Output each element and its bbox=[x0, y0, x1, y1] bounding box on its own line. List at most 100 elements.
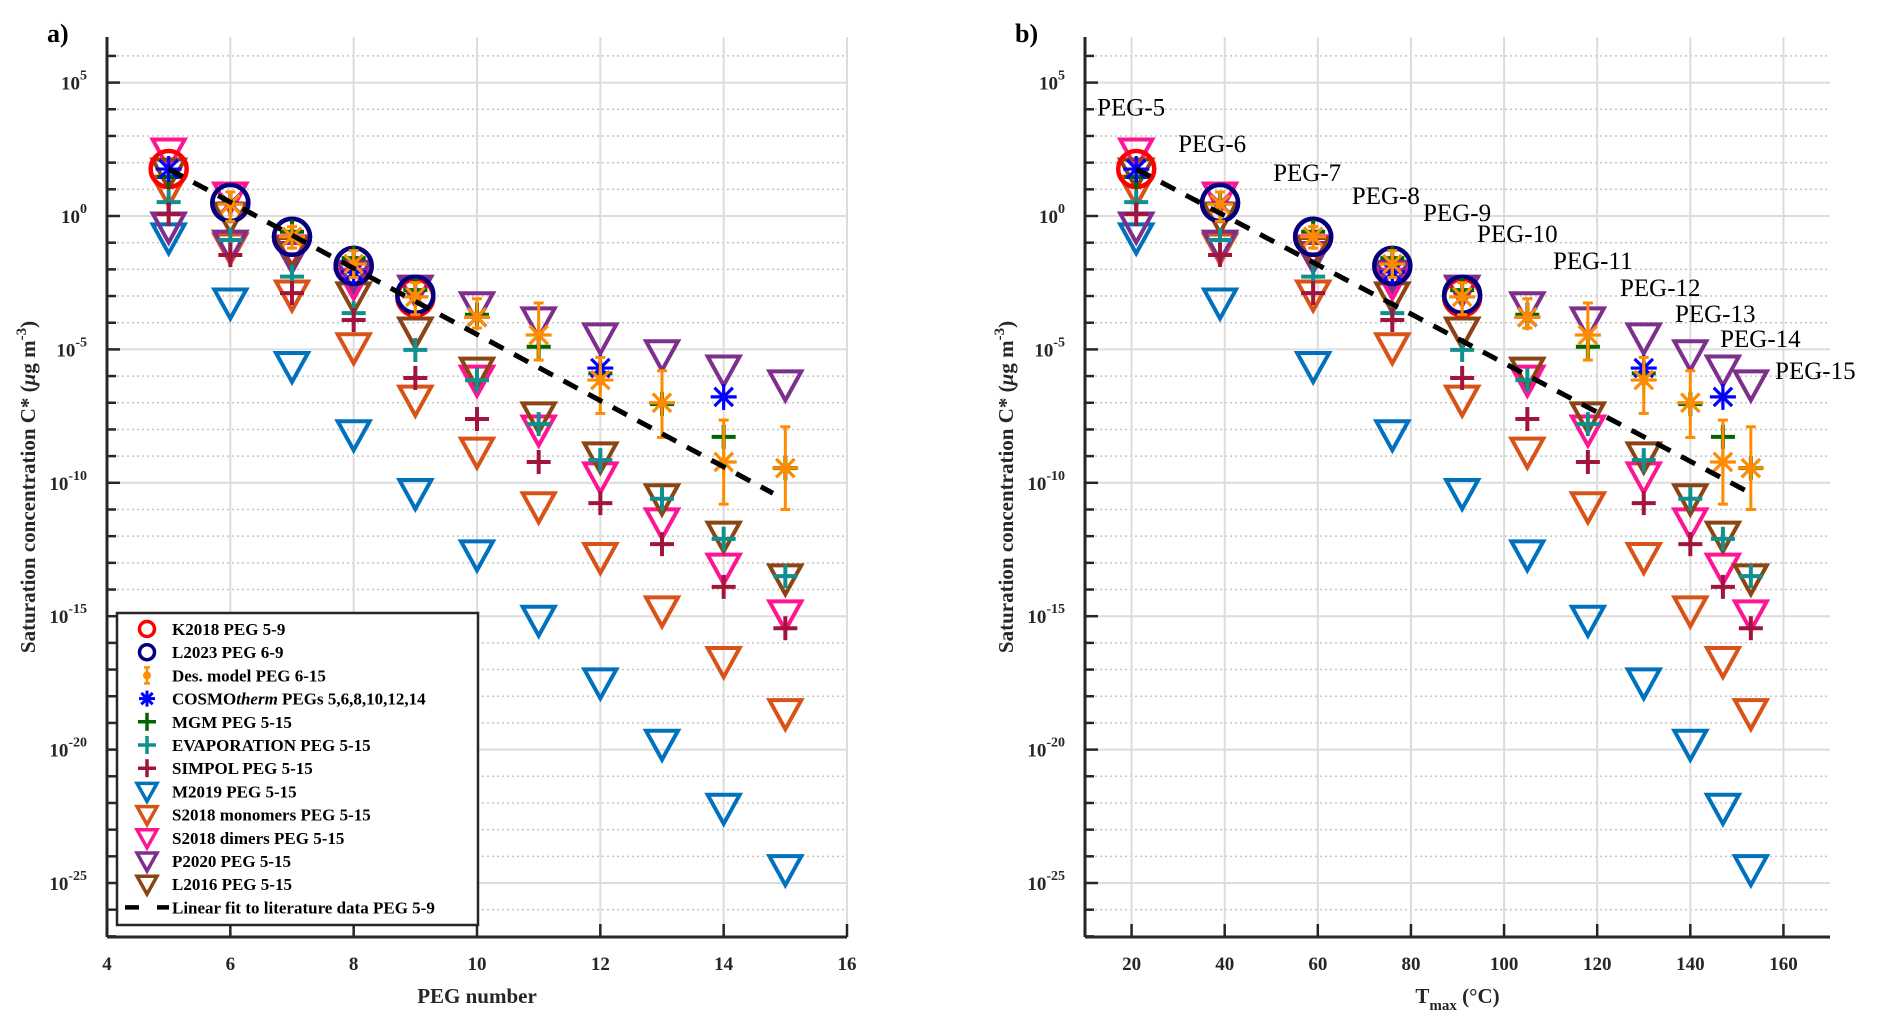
peg-annotation: PEG-7 bbox=[1273, 160, 1341, 187]
asterisk-marker-icon bbox=[140, 691, 154, 706]
data-point bbox=[525, 321, 552, 348]
circle-marker-icon bbox=[137, 642, 157, 662]
data-point bbox=[1703, 646, 1743, 682]
data-point bbox=[704, 354, 744, 390]
data-layer bbox=[1115, 137, 1771, 890]
data-point bbox=[1449, 283, 1476, 310]
data-point bbox=[218, 242, 243, 267]
data-point bbox=[711, 574, 736, 599]
legend-label: MGM PEG 5-15 bbox=[172, 713, 292, 732]
y-tick-exponent: -5 bbox=[1053, 335, 1065, 350]
y-tick-label: 10-5 bbox=[1034, 335, 1065, 361]
triangle-down-marker-icon bbox=[134, 804, 160, 829]
legend-item: M2019 PEG 5-15 bbox=[134, 781, 297, 806]
x-axis-label-main: T bbox=[1415, 984, 1429, 1008]
data-point-arm bbox=[1740, 457, 1762, 479]
data-point bbox=[1678, 486, 1703, 511]
x-tick-label: 160 bbox=[1769, 954, 1798, 975]
y-tick-label: 10-25 bbox=[49, 869, 87, 895]
legend-label: Des. model PEG 6-15 bbox=[172, 666, 326, 685]
data-point-arm bbox=[158, 158, 179, 180]
legend-label: L2023 PEG 6-9 bbox=[172, 643, 283, 662]
data-point bbox=[773, 564, 798, 589]
legend-label: S2018 dimers PEG 5-15 bbox=[172, 829, 344, 848]
data-point bbox=[642, 595, 682, 631]
data-point bbox=[1568, 401, 1608, 437]
data-point bbox=[210, 287, 250, 323]
y-axis-label-main: Saturation concentration C* ( bbox=[16, 385, 40, 653]
data-point bbox=[1507, 436, 1547, 472]
y-axis-label-mu: μ bbox=[994, 374, 1018, 387]
y-tick-base: 10 bbox=[1039, 207, 1058, 228]
data-point bbox=[1731, 854, 1771, 890]
data-point bbox=[334, 419, 374, 455]
peg-annotation: PEG-13 bbox=[1675, 301, 1756, 328]
series-m2019-peg-5-15 bbox=[149, 222, 805, 890]
data-point bbox=[1301, 281, 1326, 306]
data-point bbox=[588, 448, 613, 473]
y-tick-label: 10-20 bbox=[49, 736, 87, 762]
data-point bbox=[526, 412, 551, 437]
data-point bbox=[587, 367, 614, 394]
x-axis-label-unit: (°C) bbox=[1457, 984, 1500, 1008]
data-point bbox=[395, 477, 435, 514]
legend-item: Linear fit to literature data PEG 5-9 bbox=[125, 898, 435, 917]
x-tick-label: 60 bbox=[1308, 954, 1327, 975]
series-m2019-peg-5-15 bbox=[1116, 222, 1771, 890]
data-point bbox=[1710, 526, 1735, 551]
peg-annotation: PEG-10 bbox=[1477, 221, 1558, 248]
data-point bbox=[1293, 350, 1333, 387]
series-cosmotherm-pegs-5-6-8-10-12-14 bbox=[155, 156, 737, 410]
y-tick-label: 100 bbox=[61, 202, 87, 228]
legend-marker bbox=[143, 666, 151, 685]
data-point bbox=[1575, 412, 1600, 437]
data-point bbox=[1631, 491, 1656, 516]
legend-label-part: therm bbox=[236, 690, 278, 709]
data-point bbox=[1703, 354, 1743, 390]
data-point bbox=[341, 308, 366, 333]
y-tick-base: 10 bbox=[1034, 340, 1053, 361]
x-axis-label: Tmax (°C) bbox=[1415, 984, 1499, 1014]
data-point bbox=[1442, 384, 1482, 420]
legend-item: SIMPOL PEG 5-15 bbox=[138, 759, 313, 778]
peg-annotation: PEG-12 bbox=[1620, 275, 1701, 302]
y-tick-base: 10 bbox=[49, 741, 68, 762]
x-tick-label: 4 bbox=[102, 954, 112, 975]
legend-label: SIMPOL PEG 5-15 bbox=[172, 759, 313, 778]
y-tick-label: 10-10 bbox=[49, 469, 87, 495]
y-tick-exponent: -10 bbox=[68, 469, 87, 484]
data-point bbox=[156, 202, 181, 227]
legend-label: EVAPORATION PEG 5-15 bbox=[172, 736, 371, 755]
data-point-arm bbox=[775, 457, 796, 479]
peg-annotation: PEG-9 bbox=[1423, 200, 1491, 227]
triangle-down-marker-icon bbox=[134, 828, 160, 852]
data-point bbox=[465, 368, 489, 393]
peg-annotation: PEG-15 bbox=[1775, 358, 1856, 385]
data-point bbox=[711, 526, 736, 551]
x-tick-label: 14 bbox=[714, 954, 734, 975]
data-point bbox=[1300, 223, 1327, 250]
data-point bbox=[464, 304, 490, 331]
data-point bbox=[1380, 308, 1405, 333]
data-point bbox=[1575, 449, 1600, 474]
series-des-model-peg-6-15 bbox=[1207, 190, 1764, 511]
x-tick-label: 8 bbox=[349, 954, 359, 975]
data-point bbox=[1630, 367, 1657, 394]
legend-label: P2020 PEG 5-15 bbox=[172, 852, 291, 871]
data-point bbox=[395, 384, 435, 420]
data-point bbox=[1442, 316, 1482, 352]
data-point bbox=[642, 339, 682, 375]
data-point bbox=[1731, 369, 1771, 405]
data-point bbox=[1507, 539, 1547, 575]
data-point bbox=[649, 389, 675, 416]
y-tick-exponent: -10 bbox=[1046, 469, 1065, 484]
y-tick-exponent: 0 bbox=[1058, 202, 1065, 217]
legend-label: L2016 PEG 5-15 bbox=[172, 875, 292, 894]
y-tick-label: 105 bbox=[1039, 69, 1065, 95]
data-point-arm bbox=[590, 369, 611, 391]
y-tick-exponent: 5 bbox=[1058, 69, 1065, 84]
peg-annotation: PEG-14 bbox=[1720, 326, 1801, 353]
legend-label: M2019 PEG 5-15 bbox=[172, 782, 297, 801]
legend-marker bbox=[138, 712, 156, 731]
data-point bbox=[765, 599, 805, 635]
